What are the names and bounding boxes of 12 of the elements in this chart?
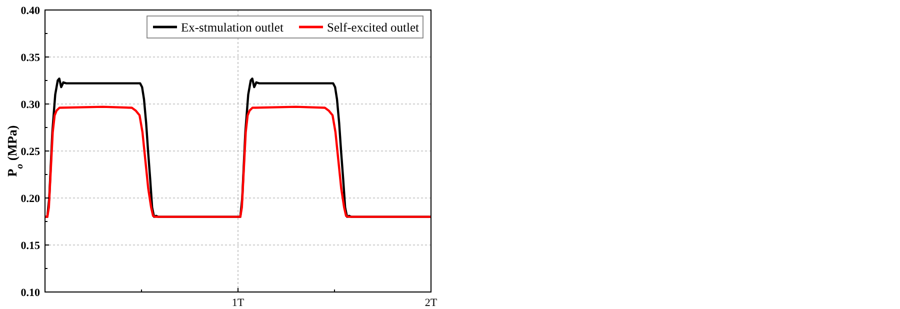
legend-label: Ex-stmulation outlet xyxy=(181,20,284,34)
x-tick-label: 1T xyxy=(232,297,244,309)
y-tick-label: 0.10 xyxy=(20,286,40,299)
x-tick-label: 2T xyxy=(424,297,438,309)
y-tick-label: 0.15 xyxy=(20,240,40,252)
y-tick-label: 0.25 xyxy=(20,146,40,158)
y-tick-label: 0.30 xyxy=(20,98,40,111)
legend-label: Self-excited outlet xyxy=(327,20,420,34)
line-series xyxy=(44,106,432,218)
y-tick-label: 0.20 xyxy=(20,192,40,205)
y-tick-label: 0.35 xyxy=(20,52,40,64)
y-tick-label: 0.40 xyxy=(20,4,40,17)
